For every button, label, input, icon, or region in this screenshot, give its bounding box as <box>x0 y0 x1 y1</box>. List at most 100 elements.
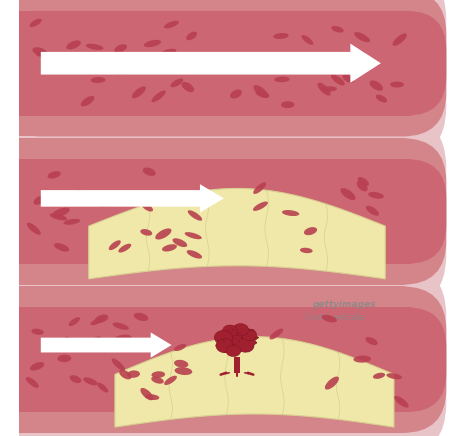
Ellipse shape <box>140 229 152 236</box>
Ellipse shape <box>186 32 197 40</box>
Ellipse shape <box>69 317 80 326</box>
FancyBboxPatch shape <box>0 307 447 412</box>
Ellipse shape <box>392 34 407 46</box>
Ellipse shape <box>127 371 140 378</box>
Ellipse shape <box>81 96 94 106</box>
Ellipse shape <box>134 313 148 321</box>
Ellipse shape <box>117 67 130 75</box>
Ellipse shape <box>57 354 71 362</box>
Ellipse shape <box>50 342 62 352</box>
FancyBboxPatch shape <box>0 159 447 264</box>
Bar <box>0 307 410 412</box>
Polygon shape <box>214 328 259 355</box>
Ellipse shape <box>182 82 194 92</box>
Ellipse shape <box>365 337 378 345</box>
FancyBboxPatch shape <box>0 286 447 433</box>
Ellipse shape <box>174 360 188 368</box>
Bar <box>0 11 410 116</box>
Ellipse shape <box>187 250 202 259</box>
Ellipse shape <box>66 41 81 49</box>
Ellipse shape <box>87 337 101 346</box>
FancyArrow shape <box>41 184 224 212</box>
Ellipse shape <box>254 85 268 98</box>
Ellipse shape <box>394 396 409 408</box>
Ellipse shape <box>274 76 290 82</box>
Ellipse shape <box>29 19 42 27</box>
Ellipse shape <box>321 86 337 92</box>
Ellipse shape <box>318 82 331 95</box>
Ellipse shape <box>100 198 114 207</box>
Ellipse shape <box>321 315 337 323</box>
Ellipse shape <box>113 323 129 330</box>
Ellipse shape <box>132 86 146 98</box>
Text: gettyimages: gettyimages <box>313 300 377 310</box>
Ellipse shape <box>173 238 187 247</box>
Ellipse shape <box>140 388 154 400</box>
Bar <box>0 0 405 136</box>
Ellipse shape <box>111 358 125 371</box>
Ellipse shape <box>174 344 186 351</box>
Ellipse shape <box>185 232 202 239</box>
Bar <box>0 138 405 285</box>
Ellipse shape <box>54 243 69 252</box>
Ellipse shape <box>340 188 356 200</box>
Ellipse shape <box>253 201 268 211</box>
Ellipse shape <box>188 210 202 221</box>
Ellipse shape <box>91 317 104 325</box>
FancyBboxPatch shape <box>0 263 447 436</box>
Ellipse shape <box>64 219 80 225</box>
Ellipse shape <box>70 190 82 200</box>
Ellipse shape <box>222 325 237 337</box>
Ellipse shape <box>91 77 106 83</box>
Ellipse shape <box>226 345 241 357</box>
FancyBboxPatch shape <box>0 0 447 160</box>
FancyBboxPatch shape <box>0 11 447 116</box>
Ellipse shape <box>354 355 371 363</box>
Ellipse shape <box>31 329 44 335</box>
Ellipse shape <box>211 58 223 64</box>
Ellipse shape <box>369 80 383 91</box>
Ellipse shape <box>230 89 242 99</box>
Ellipse shape <box>233 324 248 336</box>
Ellipse shape <box>97 382 108 392</box>
Ellipse shape <box>270 329 283 340</box>
Ellipse shape <box>354 32 370 42</box>
Ellipse shape <box>27 223 41 235</box>
Ellipse shape <box>325 377 339 390</box>
Ellipse shape <box>144 40 161 47</box>
Ellipse shape <box>164 376 177 385</box>
Text: Credit: wetcake: Credit: wetcake <box>305 313 365 323</box>
Ellipse shape <box>368 192 384 199</box>
Ellipse shape <box>30 362 44 371</box>
FancyBboxPatch shape <box>0 138 447 285</box>
Ellipse shape <box>47 171 61 179</box>
Ellipse shape <box>174 367 192 375</box>
Ellipse shape <box>216 339 234 353</box>
Ellipse shape <box>253 182 266 194</box>
Ellipse shape <box>152 91 166 102</box>
Ellipse shape <box>282 210 299 216</box>
Ellipse shape <box>151 377 164 384</box>
Ellipse shape <box>356 181 368 191</box>
FancyBboxPatch shape <box>0 115 447 308</box>
Ellipse shape <box>86 44 103 50</box>
Ellipse shape <box>52 208 70 217</box>
FancyBboxPatch shape <box>0 0 447 136</box>
Ellipse shape <box>83 378 98 385</box>
Ellipse shape <box>273 33 289 39</box>
Ellipse shape <box>26 377 39 388</box>
Ellipse shape <box>61 191 73 199</box>
Ellipse shape <box>109 240 121 250</box>
Ellipse shape <box>145 394 159 400</box>
Polygon shape <box>115 337 394 427</box>
Ellipse shape <box>114 334 131 343</box>
Ellipse shape <box>255 90 269 98</box>
Ellipse shape <box>331 26 344 33</box>
Ellipse shape <box>95 314 108 323</box>
Ellipse shape <box>164 20 179 28</box>
Bar <box>234 357 240 373</box>
FancyArrow shape <box>41 332 172 358</box>
Ellipse shape <box>114 44 127 53</box>
Bar <box>0 115 403 308</box>
Bar <box>0 159 410 264</box>
